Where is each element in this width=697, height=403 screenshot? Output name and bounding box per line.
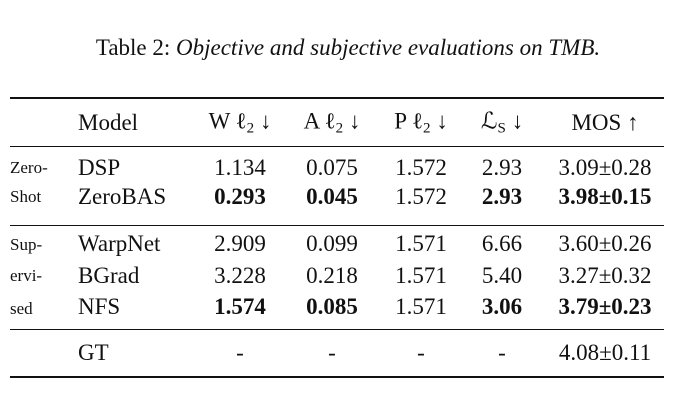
column-header: MOS ↑: [571, 110, 638, 136]
header-text: Model: [78, 110, 139, 135]
section-rule: [10, 225, 664, 227]
header-text: MOS: [571, 110, 622, 135]
cell: -: [328, 340, 336, 365]
header-sub: 2: [422, 120, 431, 137]
caption-text: Objective and subjective evaluations on …: [176, 35, 601, 60]
top-rule: [10, 97, 664, 100]
cell: 0.293: [214, 184, 266, 209]
cell: 2.93: [481, 155, 523, 180]
cell: 1.571: [395, 231, 447, 256]
header-arrow: ↑: [627, 110, 639, 135]
cell: 1.572: [395, 184, 447, 209]
header-arrow: ↓: [259, 108, 272, 134]
header-arrow: ↓: [511, 108, 524, 134]
cell: 1.134: [214, 155, 266, 180]
group-label: sed: [10, 299, 33, 318]
cell: -: [498, 340, 506, 365]
model-name: DSP: [78, 155, 121, 180]
model-name: BGrad: [78, 263, 140, 288]
cell: 1.571: [395, 263, 447, 288]
cell: 0.075: [306, 155, 358, 180]
cell: 3.09±0.28: [558, 155, 652, 180]
cell: 1.572: [395, 155, 447, 180]
column-header: Model: [78, 110, 138, 136]
column-header: W ℓ2 ↓: [209, 109, 272, 138]
cell: -: [417, 340, 425, 365]
section-rule: [10, 329, 664, 331]
header-rule: [10, 146, 664, 148]
column-header: A ℓ2 ↓: [304, 109, 361, 138]
caption-label: Table 2:: [95, 35, 171, 60]
model-name: NFS: [78, 294, 121, 319]
group-label: Zero-: [10, 158, 48, 177]
cell: 1.571: [395, 294, 447, 319]
header-arrow: ↓: [348, 108, 361, 134]
cell: 0.085: [306, 294, 358, 319]
group-label: ervi-: [10, 266, 43, 285]
cell: 3.98±0.15: [558, 184, 652, 209]
cell: 5.40: [481, 263, 523, 288]
cell: 2.93: [481, 184, 523, 209]
header-sub: 2: [335, 120, 344, 137]
cell: 6.66: [481, 231, 523, 256]
cell: 0.045: [306, 184, 358, 209]
header-sub: 2: [246, 120, 255, 137]
group-label: Shot: [10, 187, 42, 206]
header-text: W ℓ: [208, 108, 247, 134]
cell: 3.27±0.32: [558, 263, 652, 288]
model-name: GT: [78, 340, 109, 365]
bottom-rule: [10, 376, 664, 379]
cell: -: [236, 340, 244, 365]
model-name: ZeroBAS: [78, 184, 167, 209]
cell: 0.099: [306, 231, 358, 256]
caption: Table 2: Objective and subjective evalua…: [96, 35, 600, 61]
model-name: WarpNet: [78, 231, 161, 256]
group-label: Sup-: [10, 235, 43, 254]
header-text: A ℓ: [303, 108, 336, 134]
cell: 3.06: [481, 294, 523, 319]
cell: 3.79±0.23: [558, 294, 652, 319]
cell: 0.218: [306, 263, 358, 288]
header-text: P ℓ: [394, 108, 423, 134]
header-sub: S: [497, 120, 506, 137]
column-header: P ℓ2 ↓: [394, 109, 447, 138]
header-arrow: ↓: [436, 108, 448, 134]
cell: 1.574: [214, 294, 266, 319]
cell: 3.60±0.26: [558, 231, 652, 256]
column-header: ℒS ↓: [481, 109, 523, 138]
header-text: ℒ: [480, 108, 498, 134]
cell: 4.08±0.11: [558, 340, 652, 365]
cell: 2.909: [214, 231, 266, 256]
cell: 3.228: [214, 263, 266, 288]
